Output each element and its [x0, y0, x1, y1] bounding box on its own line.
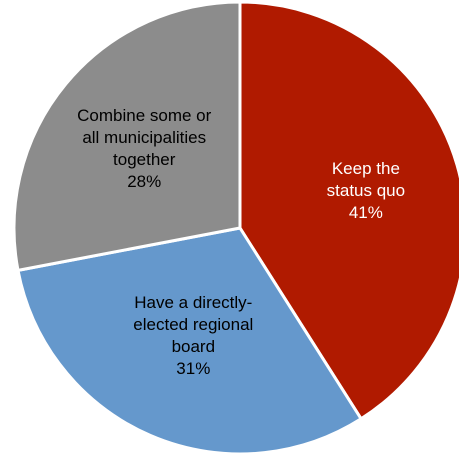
- pie-slice-label-line: elected regional: [133, 314, 254, 334]
- pie-slice-label-line: Keep the: [331, 159, 400, 179]
- pie-slice-label-line: Have a directly-: [134, 292, 253, 312]
- pie-slice-label-line: all municipalities: [82, 127, 207, 147]
- pie-slice-percent: 28%: [127, 171, 162, 191]
- pie-slice-1: [238, 0, 459, 421]
- pie-slice-label-2: Have a directly-elected regional board 31%: [133, 292, 253, 380]
- pie-slice-label-1: Keep the status quo 41%: [327, 158, 405, 224]
- pie-slice-2: [16, 226, 363, 456]
- pie-slice-label-line: together: [113, 149, 176, 169]
- pie-slice-3: [12, 0, 242, 272]
- pie-slice-label-3: Combine some or all municipalities togethe…: [77, 105, 211, 193]
- pie-slice-label-line: Combine some or: [77, 105, 212, 125]
- pie-slice-label-line: board: [171, 336, 216, 356]
- pie-slice-percent: 41%: [348, 203, 383, 223]
- pie-slice-label-line: status quo: [326, 181, 406, 201]
- pie-slice-percent: 31%: [176, 358, 211, 378]
